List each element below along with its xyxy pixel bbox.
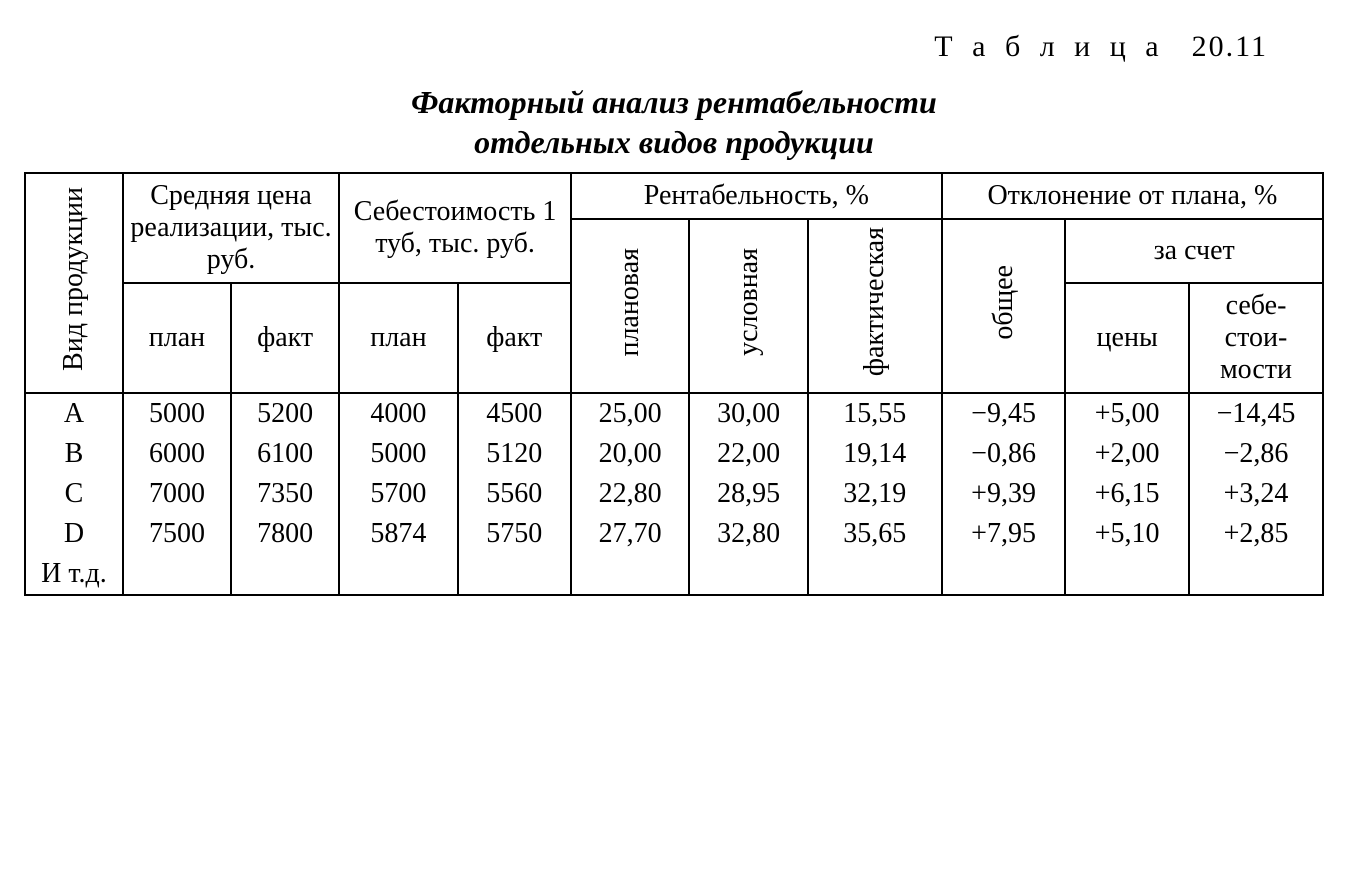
cell-price_plan <box>123 554 231 595</box>
cell-prof_fact: 35,65 <box>808 514 942 554</box>
cell-prof_plan: 20,00 <box>571 434 689 474</box>
cell-cost_fact: 5120 <box>458 434 571 474</box>
th-price-fact: факт <box>231 283 339 393</box>
table-title: Факторный анализ рентабельности отдельны… <box>20 82 1328 162</box>
th-prof-fact: фактическая <box>808 219 942 393</box>
cell-price_fact: 5200 <box>231 393 339 434</box>
table-body: A500052004000450025,0030,0015,55−9,45+5,… <box>25 393 1323 595</box>
cell-prof_cond: 22,00 <box>689 434 807 474</box>
cell-prof_plan: 27,70 <box>571 514 689 554</box>
cell-cost_fact: 4500 <box>458 393 571 434</box>
cell-prof_fact: 19,14 <box>808 434 942 474</box>
cell-dev_price: +2,00 <box>1065 434 1189 474</box>
cell-dev_cost: +3,24 <box>1189 474 1323 514</box>
cell-dev_cost <box>1189 554 1323 595</box>
cell-dev_price <box>1065 554 1189 595</box>
table-number: Т а б л и ц а 20.11 <box>20 30 1328 64</box>
cell-prof_plan <box>571 554 689 595</box>
table-row: И т.д. <box>25 554 1323 595</box>
cell-price_plan: 7000 <box>123 474 231 514</box>
table-label: Т а б л и ц а <box>934 30 1164 63</box>
cell-price_plan: 6000 <box>123 434 231 474</box>
th-dev-total: общее <box>942 219 1066 393</box>
cell-price_fact <box>231 554 339 595</box>
cell-prof_fact: 15,55 <box>808 393 942 434</box>
cell-dev_cost: −14,45 <box>1189 393 1323 434</box>
table-row: A500052004000450025,0030,0015,55−9,45+5,… <box>25 393 1323 434</box>
cell-product: И т.д. <box>25 554 123 595</box>
th-price: Средняя цена реализации, тыс. руб. <box>123 173 339 283</box>
cell-dev_price: +5,10 <box>1065 514 1189 554</box>
cell-cost_plan: 5874 <box>339 514 457 554</box>
cell-prof_fact <box>808 554 942 595</box>
cell-dev_cost: +2,85 <box>1189 514 1323 554</box>
title-line-2: отдельных видов продукции <box>474 124 874 160</box>
th-price-plan: план <box>123 283 231 393</box>
cell-prof_cond: 28,95 <box>689 474 807 514</box>
cell-prof_cond: 30,00 <box>689 393 807 434</box>
profitability-table: Вид продукции Средняя цена реализации, т… <box>24 172 1324 596</box>
cell-cost_fact <box>458 554 571 595</box>
th-deviation: Отклонение от плана, % <box>942 173 1323 219</box>
cell-prof_fact: 32,19 <box>808 474 942 514</box>
cell-dev_cost: −2,86 <box>1189 434 1323 474</box>
cell-dev_total: +7,95 <box>942 514 1066 554</box>
cell-dev_price: +5,00 <box>1065 393 1189 434</box>
cell-price_plan: 5000 <box>123 393 231 434</box>
th-dev-due: за счет <box>1065 219 1323 283</box>
th-dev-cost: себе-стои-мости <box>1189 283 1323 393</box>
th-cost: Себестоимость 1 туб, тыс. руб. <box>339 173 571 283</box>
cell-prof_plan: 25,00 <box>571 393 689 434</box>
cell-product: A <box>25 393 123 434</box>
cell-price_fact: 7800 <box>231 514 339 554</box>
cell-cost_fact: 5560 <box>458 474 571 514</box>
table-num: 20.11 <box>1192 30 1268 63</box>
cell-prof_plan: 22,80 <box>571 474 689 514</box>
cell-price_plan: 7500 <box>123 514 231 554</box>
table-row: D750078005874575027,7032,8035,65+7,95+5,… <box>25 514 1323 554</box>
cell-dev_price: +6,15 <box>1065 474 1189 514</box>
cell-cost_plan: 5000 <box>339 434 457 474</box>
cell-cost_plan <box>339 554 457 595</box>
th-product: Вид продукции <box>25 173 123 393</box>
cell-product: B <box>25 434 123 474</box>
cell-cost_plan: 5700 <box>339 474 457 514</box>
cell-dev_total <box>942 554 1066 595</box>
cell-prof_cond: 32,80 <box>689 514 807 554</box>
cell-price_fact: 7350 <box>231 474 339 514</box>
th-profitability: Рентабельность, % <box>571 173 942 219</box>
th-cost-fact: факт <box>458 283 571 393</box>
cell-dev_total: −9,45 <box>942 393 1066 434</box>
cell-dev_total: +9,39 <box>942 474 1066 514</box>
th-prof-cond: условная <box>689 219 807 393</box>
cell-product: C <box>25 474 123 514</box>
table-row: C700073505700556022,8028,9532,19+9,39+6,… <box>25 474 1323 514</box>
cell-prof_cond <box>689 554 807 595</box>
cell-cost_plan: 4000 <box>339 393 457 434</box>
th-dev-price: цены <box>1065 283 1189 393</box>
title-line-1: Факторный анализ рентабельности <box>411 84 937 120</box>
cell-dev_total: −0,86 <box>942 434 1066 474</box>
cell-price_fact: 6100 <box>231 434 339 474</box>
table-row: B600061005000512020,0022,0019,14−0,86+2,… <box>25 434 1323 474</box>
cell-cost_fact: 5750 <box>458 514 571 554</box>
th-prof-plan: плановая <box>571 219 689 393</box>
th-cost-plan: план <box>339 283 457 393</box>
cell-product: D <box>25 514 123 554</box>
